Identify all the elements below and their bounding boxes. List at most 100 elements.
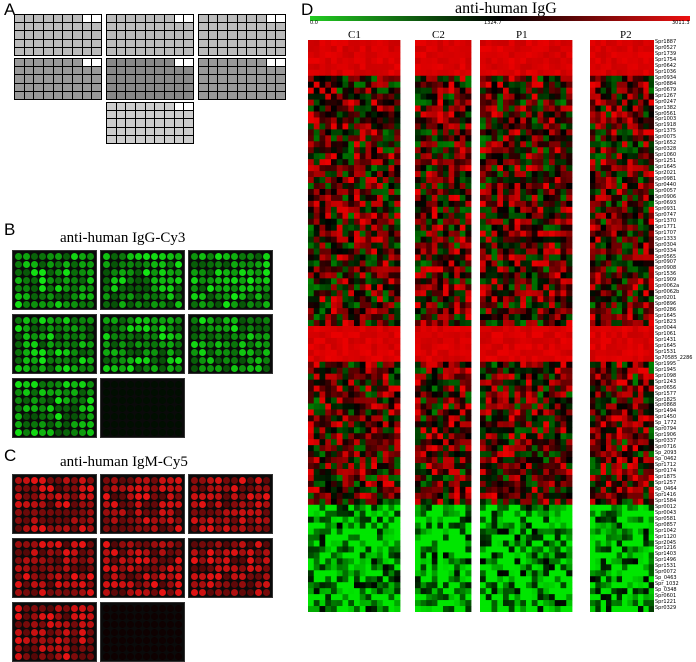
- heatmap-cell: [485, 451, 492, 458]
- heatmap-cell: [480, 99, 487, 106]
- heatmap-cell: [359, 63, 366, 71]
- heatmap-cell: [313, 87, 320, 95]
- heatmap-cell: [415, 51, 421, 59]
- heatmap-cell: [308, 534, 315, 541]
- heatmap-cell: [308, 451, 315, 458]
- heatmap-cell: [595, 254, 602, 261]
- heatmap-cell: [459, 147, 466, 154]
- heatmap-cell: [549, 206, 556, 214]
- heatmap-cell: [348, 40, 355, 47]
- heatmap-cell: [388, 141, 395, 148]
- heatmap-cell: [325, 558, 332, 565]
- heatmap-cell: [543, 606, 550, 612]
- heatmap-cell: [336, 51, 343, 59]
- heatmap-cell: [371, 290, 378, 297]
- heatmap-cell: [648, 469, 654, 476]
- heatmap-cell: [365, 188, 372, 196]
- heatmap-cell: [420, 480, 427, 488]
- heatmap-cell: [497, 165, 504, 172]
- heatmap-cell: [420, 427, 427, 434]
- heatmap-cell: [319, 75, 326, 83]
- heatmap-cell: [394, 415, 401, 422]
- heatmap-cell: [566, 385, 573, 392]
- heatmap-cell: [643, 242, 650, 249]
- heatmap-cell: [371, 123, 378, 130]
- heatmap-cell: [465, 403, 472, 410]
- heatmap-cell: [382, 343, 389, 351]
- heatmap-cell: [325, 147, 332, 154]
- heatmap-cell: [319, 69, 326, 77]
- heatmap-cell: [514, 504, 521, 512]
- heatmap-cell: [497, 194, 504, 202]
- heatmap-cell: [348, 242, 355, 249]
- heatmap-cell: [622, 337, 628, 345]
- heatmap-cell: [336, 159, 343, 166]
- heatmap-cell: [514, 409, 521, 416]
- heatmap-cell: [520, 123, 527, 130]
- heatmap-cell: [508, 355, 515, 363]
- heatmap-cell: [554, 212, 561, 220]
- heatmap-cell: [342, 194, 349, 202]
- heatmap-cell: [485, 498, 492, 506]
- heatmap-cell: [514, 534, 521, 541]
- heatmap-cell: [560, 296, 567, 303]
- heatmap-cell: [377, 212, 384, 220]
- heatmap-cell: [371, 492, 378, 500]
- heatmap-cell: [643, 415, 650, 422]
- heatmap-cell: [554, 45, 561, 53]
- heatmap-cell: [437, 278, 444, 285]
- heatmap-cell: [632, 212, 639, 220]
- heatmap-cell: [319, 302, 326, 309]
- heatmap-cell: [600, 153, 607, 160]
- heatmap-cell: [437, 582, 444, 589]
- heatmap-cell: [520, 200, 527, 208]
- heatmap-cell: [394, 600, 401, 607]
- heatmap-cell: [643, 349, 650, 357]
- heatmap-cell: [388, 480, 395, 488]
- heatmap-cell: [437, 111, 444, 118]
- heatmap-cell: [325, 105, 332, 112]
- heatmap-cell: [331, 528, 338, 535]
- heatmap-cell: [537, 254, 544, 261]
- heatmap-cell: [566, 457, 573, 464]
- heatmap-cell: [514, 391, 521, 398]
- heatmap-cell: [531, 379, 538, 386]
- heatmap-cell: [497, 111, 504, 118]
- heatmap-cell: [331, 188, 338, 196]
- heatmap-cell: [566, 343, 573, 351]
- igm-cy5-slides: [12, 474, 274, 662]
- heatmap-cell: [600, 302, 607, 309]
- heatmap-cell: [313, 314, 320, 321]
- heatmap-cell: [632, 242, 639, 249]
- heatmap-cell: [365, 451, 372, 458]
- heatmap-cell: [377, 606, 384, 612]
- heatmap-cell: [537, 212, 544, 220]
- heatmap-cell: [371, 474, 378, 482]
- heatmap-cell: [549, 451, 556, 458]
- heatmap-cell: [526, 40, 533, 47]
- heatmap-cell: [514, 552, 521, 559]
- heatmap-cell: [431, 135, 438, 142]
- heatmap-cell: [611, 433, 618, 440]
- heatmap-cell: [648, 236, 654, 243]
- heatmap-cell: [590, 183, 596, 190]
- heatmap-cell: [431, 594, 438, 601]
- heatmap-cell: [600, 433, 607, 440]
- heatmap-cell: [308, 111, 315, 118]
- heatmap-cell: [331, 194, 338, 202]
- heatmap-cell: [491, 582, 498, 589]
- heatmap-cell: [420, 141, 427, 148]
- heatmap-cell: [595, 159, 602, 166]
- heatmap-cell: [627, 337, 634, 345]
- heatmap-cell: [526, 343, 533, 351]
- heatmap-cell: [543, 463, 550, 470]
- heatmap-cell: [643, 421, 650, 428]
- heatmap-cell: [611, 218, 618, 226]
- heatmap-cell: [554, 194, 561, 202]
- heatmap-cell: [336, 218, 343, 226]
- heatmap-cell: [554, 528, 561, 535]
- heatmap-cell: [348, 183, 355, 190]
- heatmap-cell: [465, 474, 472, 482]
- heatmap-cell: [394, 331, 401, 339]
- heatmap-cell: [319, 445, 326, 452]
